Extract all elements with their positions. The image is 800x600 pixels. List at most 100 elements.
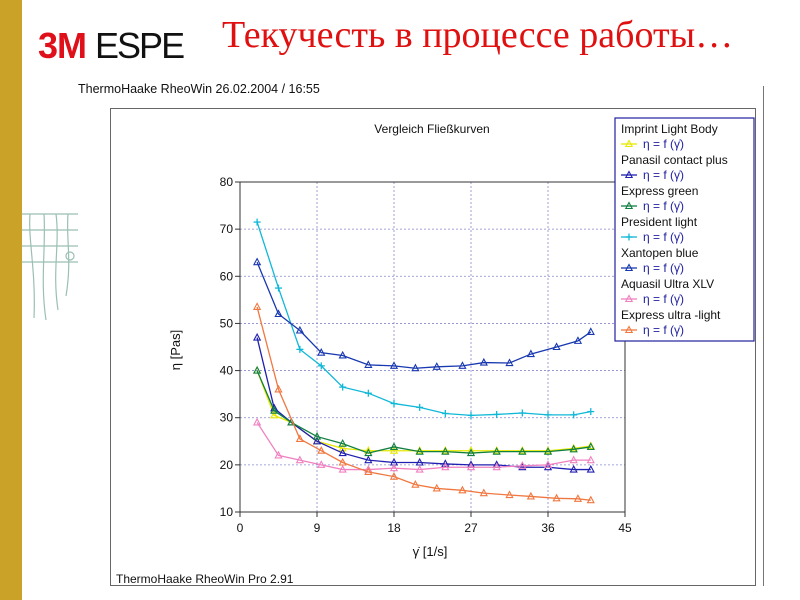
data-point-aquasil-ultra-xlv <box>415 464 424 473</box>
data-point-president-light <box>253 218 261 226</box>
data-point-xantopen-blue <box>317 347 326 356</box>
data-point-express-ultra-light <box>295 434 305 442</box>
data-point-xantopen-blue <box>364 360 373 368</box>
data-point-aquasil-ultra-xlv <box>492 462 501 471</box>
legend-swatch-marker <box>624 201 634 210</box>
data-point-panasil-contact-plus <box>364 455 373 464</box>
data-point-express-ultra-light <box>505 490 514 499</box>
data-point-xantopen-blue <box>505 358 514 367</box>
data-point-panasil-contact-plus <box>518 462 527 471</box>
data-point-express-green <box>518 446 527 455</box>
data-point-xantopen-blue <box>479 357 488 366</box>
data-point-aquasil-ultra-xlv <box>389 463 399 472</box>
y-axis: 10 20 30 40 50 60 70 80 <box>220 175 240 519</box>
legend-entry-formula: η = f (γ̇) <box>643 261 684 275</box>
series-imprint-light-body <box>252 365 595 454</box>
series-line-imprint-light-body <box>256 370 591 452</box>
data-point-express-green <box>338 438 347 447</box>
data-point-president-light <box>493 410 501 418</box>
data-point-aquasil-ultra-xlv <box>518 461 527 469</box>
x-tick-label: 27 <box>464 521 478 535</box>
data-point-xantopen-blue <box>295 325 305 334</box>
data-point-express-green <box>389 442 399 450</box>
y-tick-label: 30 <box>220 411 234 425</box>
legend-entry-name: President light <box>621 215 698 229</box>
data-point-president-light <box>518 409 526 417</box>
data-point-xantopen-blue <box>338 350 347 359</box>
data-point-aquasil-ultra-xlv <box>441 462 450 471</box>
data-point-express-ultra-light <box>458 485 467 494</box>
x-tick-label: 18 <box>387 521 401 535</box>
data-point-president-light <box>296 345 304 353</box>
data-point-panasil-contact-plus <box>252 332 262 341</box>
legend-entry-formula: η = f (γ̇) <box>643 199 684 213</box>
series-aquasil-ultra-xlv <box>252 417 595 473</box>
data-point-express-ultra-light <box>338 457 347 466</box>
data-point-xantopen-blue <box>552 342 561 351</box>
data-point-xantopen-blue <box>573 336 583 344</box>
legend-entry-formula: η = f (γ̇) <box>643 168 684 182</box>
data-point-panasil-contact-plus <box>338 448 347 457</box>
data-point-aquasil-ultra-xlv <box>569 455 578 464</box>
data-point-express-green <box>415 446 424 455</box>
chart-frame <box>110 108 756 586</box>
data-point-president-light <box>570 411 578 419</box>
logo-product-text: ESPE <box>95 25 185 66</box>
series-express-green <box>252 365 595 457</box>
x-axis-label: γ̇ [1/s] <box>413 544 448 559</box>
data-point-xantopen-blue <box>411 363 420 372</box>
slide-title: Текучесть в процессе работы… <box>222 14 734 56</box>
legend-entry-name: Express ultra -light <box>621 308 721 322</box>
data-point-xantopen-blue <box>274 309 283 318</box>
data-point-xantopen-blue <box>252 257 262 266</box>
data-point-president-light <box>441 409 449 417</box>
x-tick-label: 45 <box>618 521 632 535</box>
data-point-express-ultra-light <box>586 495 595 504</box>
series-line-president-light <box>256 221 591 417</box>
series-line-aquasil-ultra-xlv <box>256 422 591 471</box>
series-line-xantopen-blue <box>256 261 592 369</box>
data-point-express-green <box>586 442 595 450</box>
data-point-imprint-light-body <box>338 443 347 452</box>
right-border-line <box>763 86 764 586</box>
data-point-aquasil-ultra-xlv <box>543 460 553 468</box>
data-point-express-ultra-light <box>274 384 283 393</box>
legend-swatch-marker <box>625 233 633 241</box>
legend-swatch-marker <box>624 170 634 179</box>
legend-entry-formula: η = f (γ̇) <box>643 230 684 244</box>
data-point-express-ultra-light <box>411 479 420 488</box>
legend-entry-name: Imprint Light Body <box>621 122 718 136</box>
data-point-president-light <box>275 284 282 292</box>
data-point-xantopen-blue <box>389 361 399 369</box>
tooth-decoration-icon <box>22 213 78 321</box>
data-point-express-green <box>270 405 279 414</box>
y-tick-label: 20 <box>220 458 234 472</box>
y-tick-label: 10 <box>220 505 234 519</box>
series-line-panasil-contact-plus <box>256 337 591 471</box>
data-point-express-ultra-light <box>479 488 488 497</box>
legend-entry-name: Aquasil Ultra XLV <box>621 277 714 291</box>
data-point-panasil-contact-plus <box>586 464 595 473</box>
x-tick-label: 9 <box>314 521 321 535</box>
left-accent-bar <box>0 0 22 600</box>
data-point-panasil-contact-plus <box>312 436 322 445</box>
data-point-president-light <box>467 411 475 419</box>
legend-swatch-marker <box>624 139 634 148</box>
data-point-express-ultra-light <box>552 493 561 502</box>
brand-logo: 3M ESPE <box>38 25 185 66</box>
legend-entry-name: Express green <box>621 184 698 198</box>
legend-entry-formula: η = f (γ̇) <box>643 323 684 337</box>
legend-swatch-marker <box>624 325 634 334</box>
series-president-light <box>253 218 595 419</box>
data-point-aquasil-ultra-xlv <box>466 462 476 471</box>
data-point-express-green <box>252 365 262 374</box>
data-point-express-ultra-light <box>573 494 583 502</box>
data-point-express-ultra-light <box>252 302 262 310</box>
y-tick-label: 60 <box>220 269 234 283</box>
legend-swatch-marker <box>624 294 634 303</box>
data-point-express-ultra-light <box>364 467 373 475</box>
data-point-xantopen-blue <box>432 362 441 370</box>
data-point-express-ultra-light <box>432 483 441 492</box>
